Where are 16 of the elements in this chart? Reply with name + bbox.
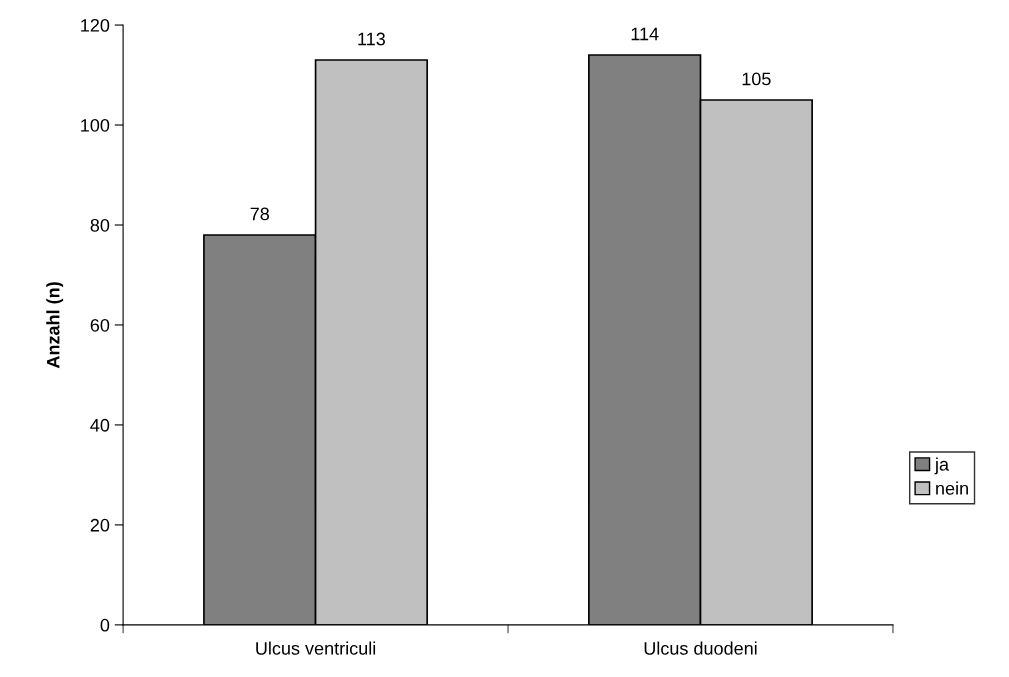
- data-label: 105: [742, 72, 771, 86]
- legend-label: ja: [934, 457, 950, 475]
- x-tick-label: Ulcus ventriculi: [256, 641, 376, 655]
- data-label: 78: [250, 207, 270, 221]
- y-tick-label: 20: [90, 518, 110, 532]
- y-axis-title: Anzahl (n): [46, 282, 64, 369]
- x-tick-label: Ulcus duodeni: [644, 641, 757, 655]
- y-tick-label: 120: [81, 18, 110, 32]
- y-tick-label: 0: [100, 618, 110, 632]
- data-label: 113: [358, 32, 385, 46]
- data-label: 114: [631, 27, 659, 41]
- y-tick-label: 80: [90, 218, 110, 232]
- y-tick-label: 40: [90, 418, 110, 432]
- y-tick-label: 60: [90, 318, 110, 332]
- legend-label: nein: [936, 481, 968, 495]
- y-tick-label: 100: [81, 118, 110, 132]
